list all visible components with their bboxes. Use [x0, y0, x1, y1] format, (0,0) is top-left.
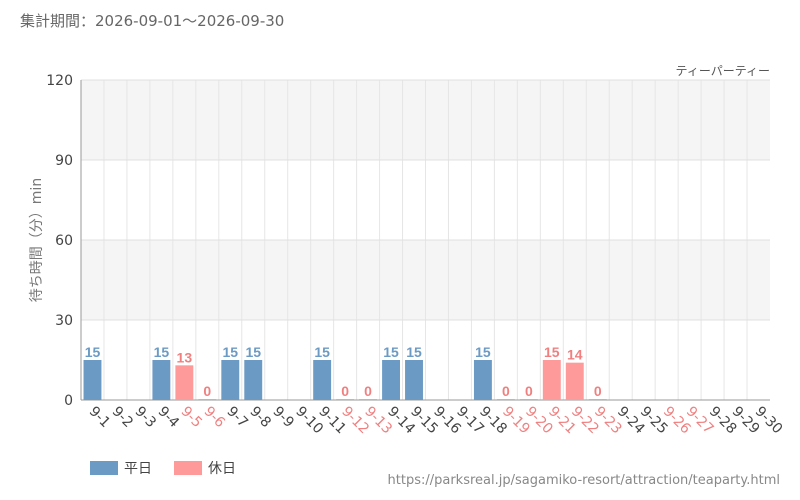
data-label: 13 — [177, 349, 193, 365]
y-tick-label: 30 — [55, 313, 73, 329]
x-tick-label: 9-4 — [155, 404, 183, 432]
bar — [588, 399, 607, 400]
data-label: 0 — [203, 383, 211, 399]
bar — [244, 360, 263, 400]
source-url: https://parksreal.jp/sagamiko-resort/att… — [387, 473, 780, 488]
data-label: 15 — [383, 344, 399, 360]
legend-label-holiday: 休日 — [208, 461, 236, 477]
x-tick-label: 9-6 — [200, 404, 228, 432]
data-label: 0 — [502, 383, 510, 399]
x-tick-label: 9-5 — [178, 404, 205, 431]
bar — [382, 360, 401, 400]
legend-swatch-holiday — [174, 461, 202, 475]
aggregation-period: 集計期間：2026-09-01～2026-09-30 — [20, 12, 285, 30]
y-tick-label: 120 — [46, 73, 73, 89]
bar — [542, 360, 561, 400]
data-label: 15 — [85, 344, 101, 360]
x-tick-label: 9-3 — [132, 404, 159, 431]
bar — [198, 399, 217, 400]
legend-swatch-weekday — [90, 461, 118, 475]
bar — [405, 360, 423, 400]
data-label: 0 — [364, 383, 372, 399]
data-label: 0 — [594, 383, 602, 399]
bar — [152, 360, 171, 400]
x-tick-label: 9-1 — [86, 404, 113, 431]
legend-label-weekday: 平日 — [124, 461, 152, 477]
bar — [221, 360, 240, 400]
y-tick-label: 60 — [55, 233, 73, 249]
x-tick-label: 9-7 — [223, 404, 250, 431]
bar — [336, 399, 355, 400]
data-label: 15 — [222, 344, 238, 360]
data-label: 15 — [154, 344, 170, 360]
data-label: 15 — [314, 344, 330, 360]
y-tick-label: 0 — [64, 393, 73, 409]
data-label: 15 — [475, 344, 491, 360]
bar — [473, 360, 492, 400]
data-label: 15 — [544, 344, 560, 360]
data-label: 15 — [245, 344, 261, 360]
bar — [175, 365, 194, 400]
bar — [519, 399, 538, 400]
bar — [83, 360, 102, 400]
legend-item-weekday: 平日 — [90, 458, 152, 478]
chart-title: ティーパーティー — [675, 64, 770, 78]
x-tick-label: 9-9 — [269, 404, 296, 431]
x-tick-label: 9-8 — [246, 404, 273, 431]
legend: 平日 休日 — [90, 458, 236, 478]
bar — [359, 399, 378, 400]
bar — [565, 362, 584, 400]
data-label: 0 — [341, 383, 349, 399]
y-tick-label: 90 — [55, 153, 73, 169]
bar — [313, 360, 332, 400]
data-label: 15 — [406, 344, 422, 360]
bar — [496, 399, 515, 400]
x-tick-label: 9-2 — [109, 404, 136, 431]
legend-item-holiday: 休日 — [174, 458, 236, 478]
data-label: 14 — [567, 347, 583, 363]
data-label: 0 — [525, 383, 533, 399]
